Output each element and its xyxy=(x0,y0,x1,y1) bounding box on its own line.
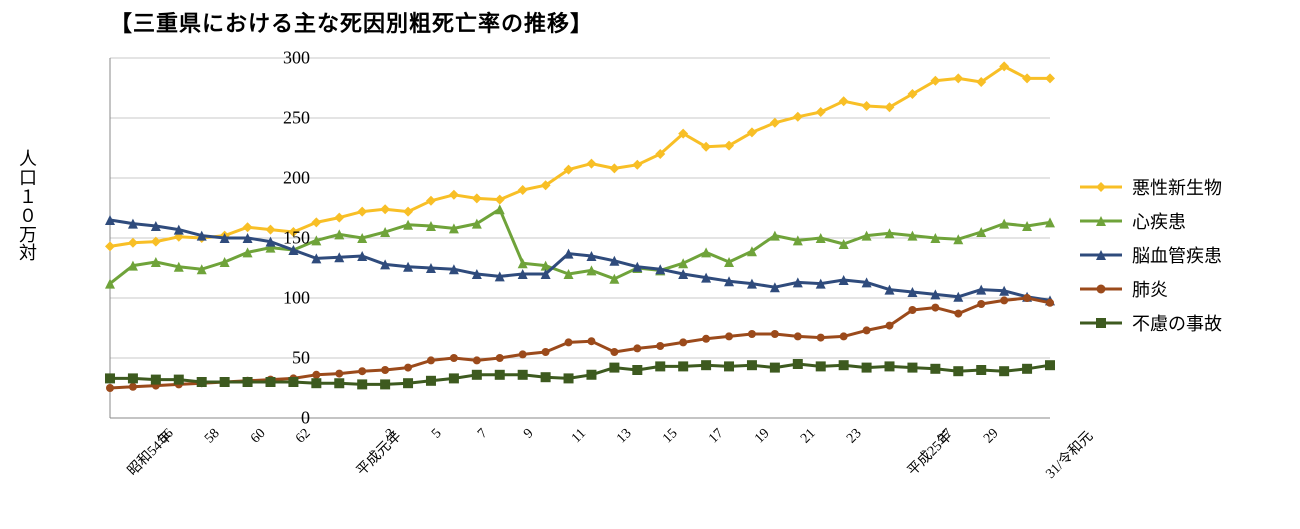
chart-plot-area xyxy=(80,48,1060,448)
y-axis-label: 人口１０万対 xyxy=(18,150,38,263)
y-tick: 50 xyxy=(270,348,310,369)
chart-title: 【三重県における主な死因別粗死亡率の推移】 xyxy=(110,6,593,38)
legend-label: 脳血管疾患 xyxy=(1132,242,1222,268)
y-tick: 0 xyxy=(270,408,310,429)
legend-item: 肺炎 xyxy=(1080,272,1222,306)
legend-item: 脳血管疾患 xyxy=(1080,238,1222,272)
legend-item: 不慮の事故 xyxy=(1080,306,1222,340)
legend-item: 心疾患 xyxy=(1080,204,1222,238)
legend-swatch xyxy=(1080,245,1122,265)
y-tick: 150 xyxy=(270,228,310,249)
legend-label: 肺炎 xyxy=(1132,276,1168,302)
y-tick: 250 xyxy=(270,108,310,129)
legend-label: 心疾患 xyxy=(1132,208,1186,234)
legend: 悪性新生物心疾患脳血管疾患肺炎不慮の事故 xyxy=(1080,170,1222,340)
legend-swatch xyxy=(1080,211,1122,231)
legend-swatch xyxy=(1080,177,1122,197)
y-tick: 200 xyxy=(270,168,310,189)
legend-swatch xyxy=(1080,279,1122,299)
legend-label: 悪性新生物 xyxy=(1132,174,1222,200)
chart-container: 【三重県における主な死因別粗死亡率の推移】 人口１０万対 悪性新生物心疾患脳血管… xyxy=(0,0,1300,529)
y-tick: 300 xyxy=(270,48,310,69)
legend-swatch xyxy=(1080,313,1122,333)
legend-item: 悪性新生物 xyxy=(1080,170,1222,204)
y-tick: 100 xyxy=(270,288,310,309)
legend-label: 不慮の事故 xyxy=(1132,310,1222,336)
